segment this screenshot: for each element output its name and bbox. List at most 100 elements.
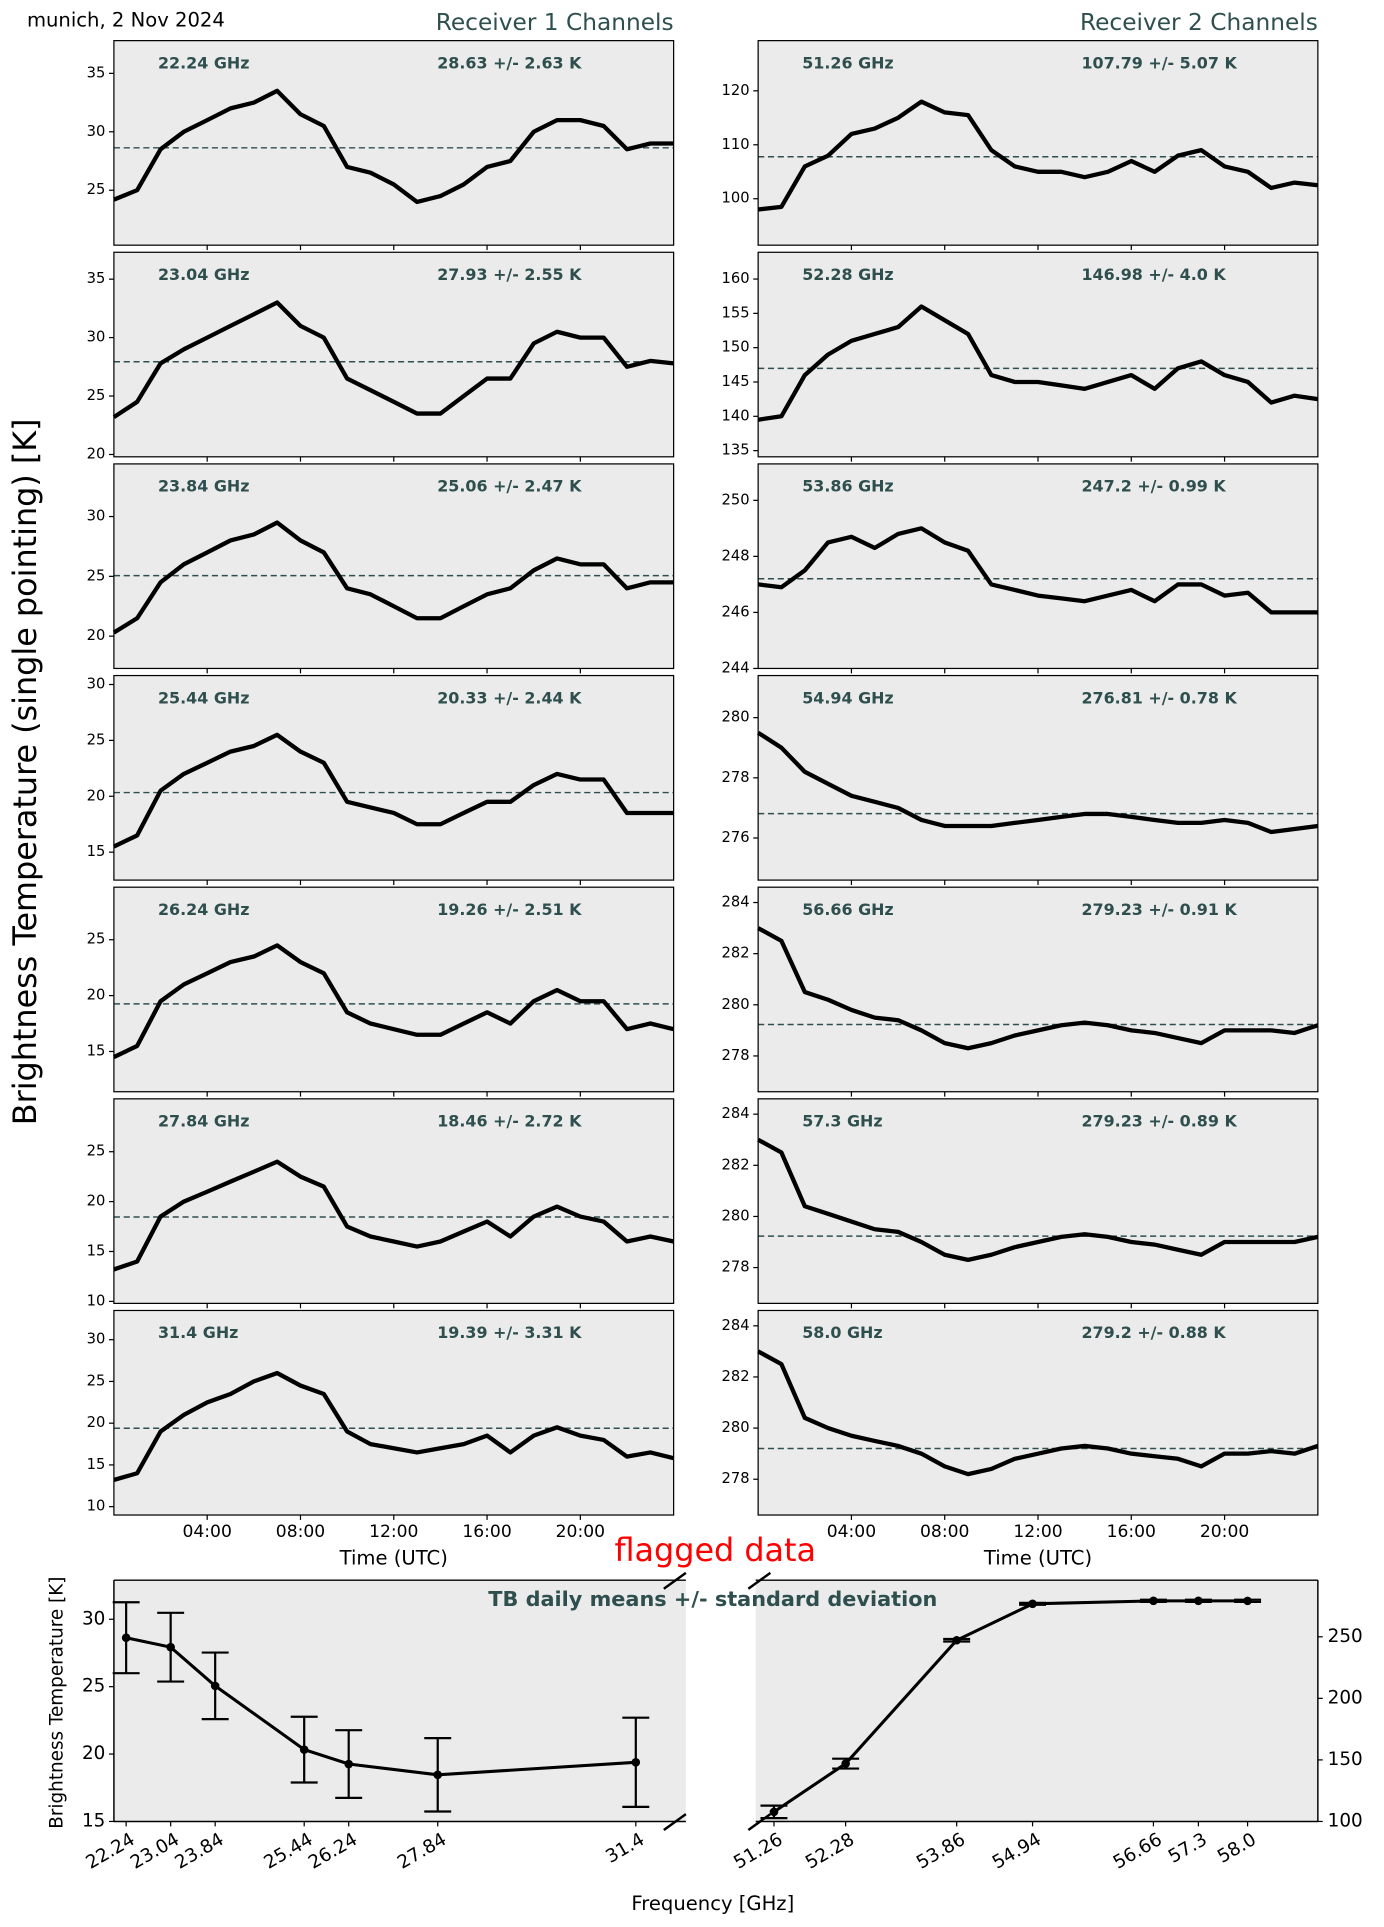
y-tick-label: 20: [87, 445, 106, 462]
mean-point: [166, 1642, 175, 1652]
stats-label: 27.93 +/- 2.55 K: [437, 265, 582, 284]
y-tick-label: 30: [87, 1331, 106, 1348]
time-series: [757, 926, 1319, 1051]
stats-label: 20.33 +/- 2.44 K: [437, 688, 582, 707]
x-tick-label: 12:00: [369, 1522, 418, 1542]
axis-frame: [757, 1098, 1319, 1304]
y-tick-label: 278: [722, 1259, 750, 1276]
plot-background: [758, 1310, 1318, 1516]
mean-point: [433, 1770, 443, 1780]
plot-background: [113, 1580, 686, 1822]
stats-label: 19.26 +/- 2.51 K: [437, 900, 582, 919]
y2-tick-label: 200: [1328, 1687, 1363, 1708]
plot-background: [755, 1580, 1318, 1822]
y-tick-label: 282: [722, 945, 750, 962]
mean-point: [1194, 1596, 1203, 1606]
axis-frame: [113, 674, 675, 881]
plot-background: [113, 40, 674, 246]
y-tick-label: 30: [82, 1608, 105, 1629]
x-tick-label: 20:00: [556, 1522, 605, 1542]
channel-label: 56.66 GHz: [802, 900, 893, 919]
axis-frame: [113, 463, 675, 670]
y-tick-label: 20: [82, 1743, 105, 1764]
y-tick-label: 135: [722, 442, 750, 459]
y-tick-label: 30: [87, 675, 106, 692]
x-tick-label: 26.24: [305, 1829, 361, 1873]
stats-label: 279.2 +/- 0.88 K: [1081, 1323, 1226, 1342]
y-tick-label: 280: [722, 709, 750, 726]
y-tick-label: 284: [722, 1317, 750, 1334]
x-tick-label: 04:00: [827, 1522, 876, 1542]
channel-label: 31.4 GHz: [158, 1323, 238, 1342]
y-tick-label: 282: [722, 1368, 750, 1385]
time-series: [112, 520, 674, 635]
plot-background: [113, 1310, 674, 1516]
time-series: [757, 304, 1319, 422]
plot-background: [113, 1098, 674, 1304]
axis-frame: [113, 251, 675, 458]
axis-frame: [113, 1571, 1319, 1832]
x-tick-label: 31.4: [602, 1829, 648, 1868]
y-tick-label: 25: [82, 1676, 105, 1697]
axis-frame: [757, 1309, 1319, 1516]
channel-label: 53.86 GHz: [802, 477, 893, 496]
y-tick-label: 280: [722, 996, 750, 1013]
y-tick-label: 35: [87, 64, 106, 81]
time-series: [113, 1159, 675, 1272]
y-tick-label: 248: [722, 547, 750, 564]
x-tick-label: 04:00: [183, 1522, 232, 1542]
y-tick-label: 15: [87, 1242, 106, 1259]
stats-label: 19.39 +/- 3.31 K: [437, 1323, 582, 1342]
x-tick-label: 20:00: [1200, 1522, 1249, 1542]
stats-label: 279.23 +/- 0.91 K: [1081, 900, 1237, 919]
y2-tick-label: 100: [1328, 1810, 1363, 1831]
y-tick-label: 20: [87, 1414, 106, 1431]
axis-frame: [757, 674, 1319, 881]
x-tick-label: 08:00: [920, 1522, 969, 1542]
x-axis-label: Time (UTC): [983, 1547, 1092, 1570]
y-tick-label: 25: [87, 1143, 106, 1160]
plot-background: [758, 40, 1318, 246]
axis-frame: [757, 463, 1319, 670]
y-tick-label: 282: [722, 1156, 750, 1173]
time-series: [757, 526, 1318, 615]
x-tick-label: 25.44: [261, 1829, 317, 1873]
x-tick-label: 12:00: [1013, 1522, 1062, 1542]
x-tick-label: 54.94: [989, 1829, 1045, 1873]
x-tick-label: 16:00: [462, 1522, 511, 1542]
y-tick-label: 145: [722, 373, 750, 390]
y-tick-label: 280: [722, 1207, 750, 1224]
location-date: munich, 2 Nov 2024: [27, 9, 225, 32]
y-tick-label: 284: [722, 1105, 750, 1122]
x-tick-label: 57.3: [1165, 1829, 1211, 1868]
x-tick-label: 23.84: [171, 1829, 227, 1873]
x-tick-label: 22.24: [82, 1829, 138, 1873]
plot-background: [758, 1098, 1318, 1304]
y-tick-label: 160: [722, 270, 750, 287]
plot-background: [758, 463, 1318, 669]
y-tick-label: 30: [87, 123, 106, 140]
y-tick-label: 25: [87, 731, 106, 748]
y-tick-label: 280: [722, 1419, 750, 1436]
plot-background: [113, 887, 674, 1092]
axis-frame: [113, 1098, 675, 1304]
x-tick-label: 16:00: [1107, 1522, 1156, 1542]
channel-label: 25.44 GHz: [158, 688, 249, 707]
flagged-annotation: flagged data: [614, 1531, 816, 1569]
time-series: [113, 88, 674, 205]
x-tick-label: 56.66: [1110, 1829, 1166, 1873]
x-tick-label: 27.84: [394, 1829, 450, 1873]
y-tick-label: 100: [722, 190, 750, 207]
time-series: [757, 1349, 1319, 1477]
time-series: [113, 1370, 675, 1483]
y-tick-label: 10: [87, 1292, 106, 1309]
axis-frame: [113, 1309, 675, 1516]
x-tick-label: 52.28: [802, 1829, 858, 1873]
stats-label: 279.23 +/- 0.89 K: [1081, 1112, 1237, 1131]
axis-frame: [113, 886, 675, 1093]
y-tick-label: 15: [82, 1810, 105, 1831]
plot-background: [758, 252, 1318, 457]
y-axis-label: Brightness Temperature (single pointing)…: [6, 418, 44, 1125]
axis-frame: [757, 40, 1319, 246]
